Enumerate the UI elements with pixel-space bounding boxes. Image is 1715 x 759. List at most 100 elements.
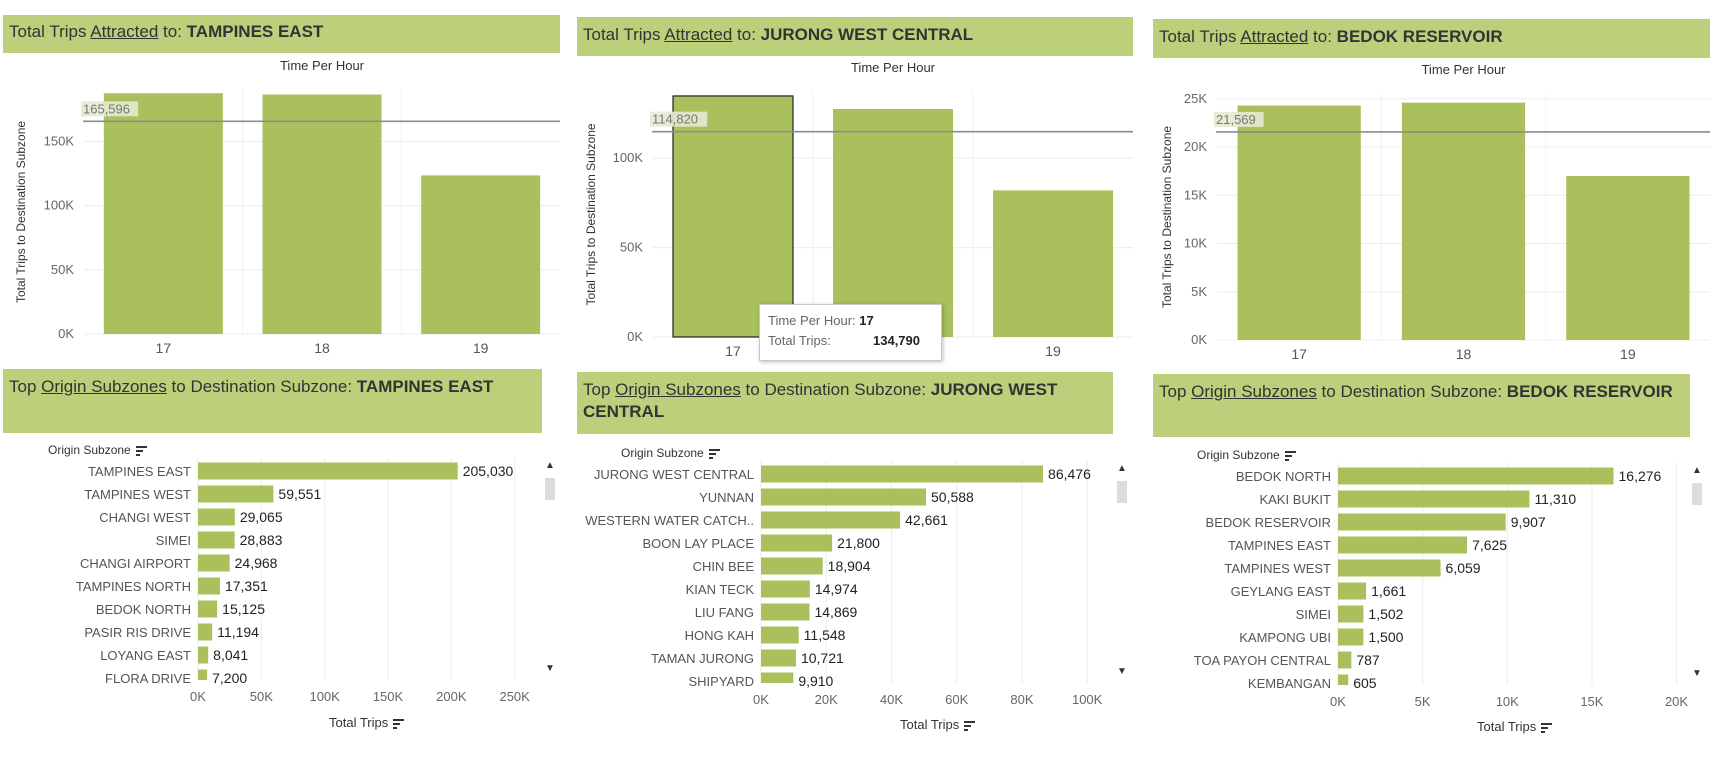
bar-JURONG WEST CENTRAL: [761, 465, 1044, 483]
x-tick-label: 60K: [945, 692, 968, 707]
scroll-down-icon[interactable]: ▼: [1117, 666, 1127, 677]
sort-icon[interactable]: [1284, 451, 1296, 462]
row-label: WESTERN WATER CATCH..: [585, 513, 754, 528]
title-subzone: JURONG WEST CENTRAL: [583, 380, 1058, 421]
reference-label-bg: [1214, 111, 1264, 127]
reference-label: 165,596: [83, 101, 130, 116]
row-label: BEDOK NORTH: [96, 602, 191, 617]
x-axis-label: Total Trips: [900, 717, 960, 732]
scroll-thumb[interactable]: [545, 478, 555, 500]
bar-value-label: 6,059: [1446, 560, 1481, 576]
title-bedok-reservoir-attracted: Total Trips Attracted to: BEDOK RESERVOI…: [1153, 19, 1710, 58]
sort-icon[interactable]: [393, 719, 405, 730]
scrollbar-bedok-reservoir[interactable]: ▲ ▼: [1690, 465, 1704, 680]
title-underlined: Attracted: [664, 25, 733, 44]
bar-value-label: 28,883: [240, 532, 283, 548]
reference-label: 21,569: [1216, 112, 1256, 127]
scroll-thumb[interactable]: [1692, 483, 1702, 505]
bar-TAMPINES EAST: [1338, 536, 1468, 554]
row-label: YUNNAN: [699, 490, 754, 505]
title-prefix: Total Trips: [1159, 27, 1241, 46]
row-label: CHANGI AIRPORT: [80, 556, 191, 571]
tooltip-row-trips: Total Trips: 134,790: [768, 331, 933, 351]
title-underlined: Attracted: [90, 22, 159, 41]
row-label: GEYLANG EAST: [1231, 584, 1331, 599]
tooltip-value: 134,790: [873, 333, 920, 348]
bar-value-label: 11,310: [1534, 491, 1576, 507]
bar-18: [833, 108, 953, 338]
title-subzone: BEDOK RESERVOIR: [1336, 27, 1503, 46]
row-label: KAMPONG UBI: [1239, 630, 1331, 645]
bar-value-label: 9,907: [1511, 514, 1546, 530]
bar-19: [993, 190, 1113, 337]
bar-value-label: 10,721: [801, 650, 844, 666]
sort-icon[interactable]: [964, 721, 976, 732]
title-prefix: Top: [1159, 382, 1192, 401]
bar-TOA PAYOH CENTRAL: [1338, 651, 1352, 669]
sort-icon[interactable]: [135, 446, 147, 457]
bar-18: [262, 94, 382, 334]
bar-value-label: 1,661: [1371, 583, 1406, 599]
bar-value-label: 15,125: [222, 601, 265, 617]
x-axis-total-trips[interactable]: Total Trips: [329, 715, 405, 730]
row-header-origin-subzone[interactable]: Origin Subzone: [1197, 448, 1296, 462]
tooltip-value: 17: [859, 313, 874, 328]
title-mid: to Destination Subzone:: [740, 380, 931, 399]
y-tick-label: 50K: [51, 262, 74, 277]
bar-LOYANG EAST: [198, 646, 209, 664]
bar-value-label: 18,904: [828, 558, 871, 574]
row-label: KEMBANGAN: [1248, 676, 1331, 691]
sort-icon[interactable]: [1541, 723, 1553, 734]
bar-17: [672, 95, 794, 338]
x-tick-label: 15K: [1580, 694, 1603, 709]
reference-label-bg: [650, 111, 708, 127]
scroll-up-icon[interactable]: ▲: [1117, 463, 1127, 474]
x-tick-label: 17: [156, 340, 172, 356]
row-label: BEDOK NORTH: [1236, 469, 1331, 484]
row-header-label: Origin Subzone: [48, 443, 131, 457]
bar-BEDOK RESERVOIR: [1338, 513, 1506, 531]
title-subzone: TAMPINES EAST: [186, 22, 324, 41]
x-tick-label: 17: [1291, 346, 1307, 362]
title-jurong-west-central-attracted: Total Trips Attracted to: JURONG WEST CE…: [577, 17, 1133, 56]
bar-KIAN TECK: [761, 580, 810, 598]
y-tick-label: 50K: [620, 240, 643, 255]
scroll-thumb[interactable]: [1117, 481, 1127, 503]
row-label: TAMPINES EAST: [1228, 538, 1331, 553]
bar-value-label: 605: [1353, 675, 1377, 691]
bar-value-label: 17,351: [225, 578, 268, 594]
scroll-up-icon[interactable]: ▲: [545, 460, 555, 471]
scrollbar-tampines-east[interactable]: ▲ ▼: [543, 460, 557, 675]
scroll-down-icon[interactable]: ▼: [545, 663, 555, 674]
row-label: TAMPINES NORTH: [76, 579, 191, 594]
title-subzone: TAMPINES EAST: [356, 377, 494, 396]
scroll-down-icon[interactable]: ▼: [1692, 668, 1702, 679]
bar-value-label: 14,974: [815, 581, 858, 597]
column-header: Time Per Hour: [851, 60, 936, 75]
y-tick-label: 0K: [627, 329, 643, 344]
row-header-origin-subzone[interactable]: Origin Subzone: [621, 446, 720, 460]
row-label: HONG KAH: [685, 628, 754, 643]
bar-value-label: 42,661: [905, 512, 948, 528]
scrollbar-jurong-west-central[interactable]: ▲ ▼: [1115, 463, 1129, 678]
sort-icon[interactable]: [708, 449, 720, 460]
bar-TAMPINES WEST: [198, 485, 274, 503]
x-tick-label: 40K: [880, 692, 903, 707]
y-axis-title: Total Trips to Destination Subzone: [14, 121, 28, 303]
scroll-up-icon[interactable]: ▲: [1692, 465, 1702, 476]
y-tick-label: 100K: [613, 150, 644, 165]
bar-value-label: 7,200: [212, 670, 247, 686]
title-origin-subzones-jurong-west-central: Top Origin Subzones to Destination Subzo…: [577, 372, 1113, 434]
x-tick-label: 17: [725, 343, 741, 359]
y-tick-label: 5K: [1191, 284, 1207, 299]
title-underlined: Attracted: [1240, 27, 1309, 46]
x-tick-label: 20K: [815, 692, 838, 707]
y-axis-title: Total Trips to Destination Subzone: [584, 123, 598, 305]
x-axis-total-trips[interactable]: Total Trips: [1477, 719, 1553, 734]
bar-KAMPONG UBI: [1338, 628, 1364, 646]
row-label: KAKI BUKIT: [1259, 492, 1331, 507]
x-axis-total-trips[interactable]: Total Trips: [900, 717, 976, 732]
y-tick-label: 150K: [44, 133, 75, 148]
x-tick-label: 18: [1456, 346, 1472, 362]
row-header-origin-subzone[interactable]: Origin Subzone: [48, 443, 147, 457]
